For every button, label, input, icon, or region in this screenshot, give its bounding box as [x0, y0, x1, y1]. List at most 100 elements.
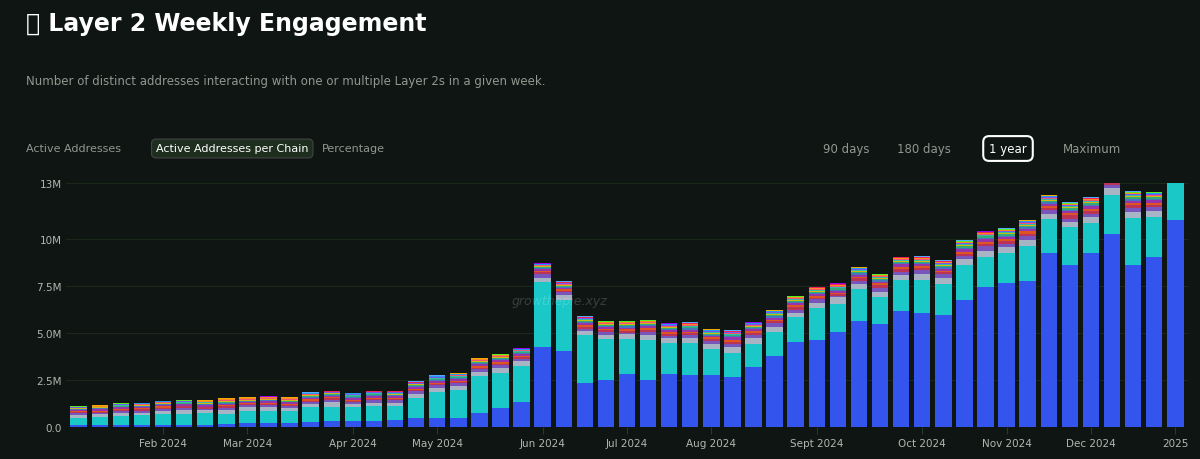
Bar	[71, 412, 86, 414]
Bar	[956, 250, 973, 252]
Bar	[998, 232, 1015, 233]
Bar	[1168, 162, 1183, 163]
Bar	[1040, 214, 1057, 220]
Bar	[998, 236, 1015, 237]
Bar	[956, 247, 973, 248]
Bar	[767, 357, 782, 427]
Bar	[113, 407, 130, 408]
Bar	[703, 334, 720, 335]
Bar	[113, 411, 130, 413]
Bar	[176, 403, 192, 404]
Bar	[1104, 177, 1121, 178]
Bar	[1040, 204, 1057, 206]
Bar	[935, 315, 952, 427]
Bar	[829, 289, 846, 290]
Bar	[576, 384, 593, 427]
Bar	[703, 331, 720, 332]
Bar	[998, 234, 1015, 235]
Bar	[408, 386, 425, 387]
Bar	[450, 382, 467, 383]
Bar	[1062, 265, 1078, 427]
Bar	[1168, 161, 1183, 162]
Bar	[914, 265, 930, 266]
Bar	[767, 332, 782, 357]
Bar	[472, 366, 487, 368]
Bar	[935, 273, 952, 274]
Bar	[725, 336, 740, 338]
Bar	[176, 425, 192, 427]
Bar	[218, 402, 234, 403]
Bar	[977, 237, 994, 238]
Bar	[155, 414, 172, 425]
Bar	[408, 390, 425, 392]
Bar	[682, 326, 698, 327]
Bar	[1168, 173, 1183, 180]
Bar	[176, 408, 192, 410]
Bar	[197, 403, 214, 404]
Bar	[640, 327, 656, 329]
Bar	[1146, 205, 1163, 208]
Bar	[386, 407, 403, 420]
Bar	[1082, 204, 1099, 206]
Bar	[1104, 183, 1121, 185]
Bar	[956, 252, 973, 254]
Bar	[745, 368, 762, 427]
Bar	[661, 339, 678, 344]
Bar	[829, 295, 846, 296]
Bar	[1062, 214, 1078, 216]
Bar	[851, 270, 868, 271]
Bar	[998, 244, 1015, 248]
Bar	[197, 410, 214, 414]
Bar	[472, 414, 487, 427]
Bar	[598, 335, 614, 339]
Bar	[640, 380, 656, 427]
Bar	[113, 408, 130, 409]
Bar	[218, 403, 234, 405]
Bar	[682, 328, 698, 329]
Bar	[956, 243, 973, 244]
Bar	[450, 381, 467, 382]
Bar	[428, 388, 445, 392]
Bar	[1082, 218, 1099, 223]
Bar	[302, 396, 319, 397]
Bar	[260, 398, 277, 399]
Bar	[598, 332, 614, 335]
Bar	[281, 403, 298, 404]
Bar	[260, 411, 277, 423]
Bar	[787, 308, 804, 310]
Bar	[1040, 199, 1057, 200]
Bar	[472, 368, 487, 369]
Bar	[935, 265, 952, 266]
Bar	[302, 408, 319, 422]
Bar	[829, 290, 846, 291]
Bar	[556, 286, 572, 287]
Bar	[787, 306, 804, 308]
Bar	[893, 263, 910, 265]
Bar	[914, 263, 930, 265]
Bar	[428, 392, 445, 418]
Bar	[133, 425, 150, 427]
Bar	[1020, 281, 1036, 427]
Bar	[556, 287, 572, 288]
Bar	[1104, 175, 1121, 177]
Bar	[619, 327, 635, 328]
Bar	[344, 400, 361, 401]
Bar	[514, 366, 529, 403]
Bar	[366, 395, 382, 397]
Bar	[514, 352, 529, 353]
Bar	[1124, 204, 1141, 206]
Bar	[428, 384, 445, 386]
Bar	[703, 341, 720, 345]
Bar	[1146, 198, 1163, 199]
Bar	[1020, 236, 1036, 240]
Bar	[767, 314, 782, 315]
Bar	[829, 296, 846, 298]
Text: Number of distinct addresses interacting with one or multiple Layer 2s in a give: Number of distinct addresses interacting…	[26, 74, 546, 88]
Bar	[619, 328, 635, 329]
Bar	[218, 405, 234, 406]
Bar	[893, 268, 910, 269]
Bar	[956, 300, 973, 427]
Bar	[1020, 246, 1036, 281]
Bar	[514, 356, 529, 357]
Bar	[1020, 232, 1036, 234]
